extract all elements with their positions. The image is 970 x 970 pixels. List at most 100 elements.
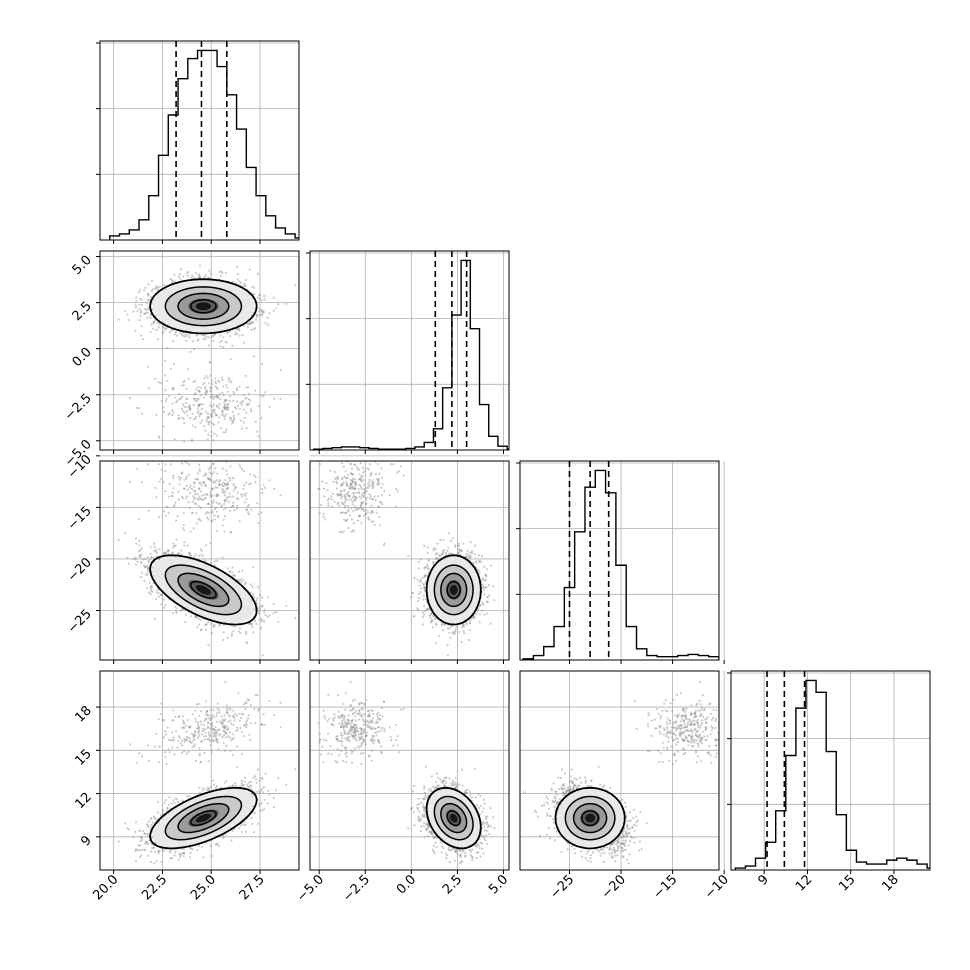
sample-point <box>682 739 685 742</box>
sample-point <box>340 484 343 487</box>
sample-point <box>212 395 215 398</box>
sample-point <box>210 717 213 720</box>
sample-point <box>335 480 338 483</box>
sample-point <box>361 740 364 744</box>
sample-point <box>273 714 276 717</box>
sample-point <box>659 752 662 755</box>
sample-point <box>361 729 364 732</box>
sample-point <box>459 550 462 553</box>
sample-point <box>350 486 353 489</box>
sample-point <box>466 554 469 557</box>
sample-point <box>347 494 350 497</box>
sample-point <box>245 403 248 406</box>
sample-point <box>346 476 349 480</box>
sample-point <box>371 497 374 501</box>
sample-point <box>666 728 669 731</box>
sample-point <box>370 495 373 498</box>
sample-point <box>691 723 694 726</box>
sample-point <box>351 726 354 729</box>
sample-point <box>202 787 205 790</box>
sample-point <box>147 568 150 571</box>
sample-point <box>441 779 444 782</box>
sample-point <box>226 709 229 713</box>
sample-point <box>209 374 212 377</box>
sample-point <box>700 736 703 739</box>
sample-point <box>690 723 693 726</box>
sample-point <box>150 846 154 850</box>
sample-point <box>685 726 688 729</box>
sample-point <box>354 710 357 713</box>
sample-point <box>223 417 226 421</box>
sample-point <box>218 407 221 410</box>
sample-point <box>547 827 550 830</box>
sample-point <box>423 805 426 809</box>
sample-point <box>369 720 372 723</box>
sample-point <box>322 738 326 741</box>
sample-point <box>222 336 225 339</box>
sample-point <box>215 740 218 743</box>
sample-point <box>328 497 331 500</box>
sample-point <box>354 726 357 730</box>
sample-point <box>351 707 354 710</box>
sample-point <box>197 504 200 507</box>
sample-point <box>157 338 160 341</box>
sample-point <box>347 739 350 742</box>
sample-point <box>700 713 703 716</box>
sample-point <box>469 541 472 544</box>
sample-point <box>236 507 239 510</box>
sample-point <box>647 725 650 728</box>
sample-point <box>244 279 247 282</box>
sample-point <box>669 722 672 725</box>
sample-point <box>242 324 246 327</box>
sample-point <box>240 781 243 785</box>
sample-point <box>216 396 219 399</box>
sample-point <box>721 734 723 736</box>
sample-point <box>458 630 461 634</box>
sample-point <box>349 462 352 465</box>
sample-point <box>696 729 700 733</box>
sample-point <box>341 502 344 505</box>
sample-point <box>199 548 202 551</box>
sample-point <box>181 332 184 335</box>
sample-point <box>359 745 363 748</box>
sample-point <box>258 809 262 813</box>
sample-point <box>357 733 361 736</box>
sample-point <box>439 778 442 781</box>
sample-point <box>206 412 210 415</box>
sample-point <box>214 786 217 790</box>
sample-point <box>214 729 217 732</box>
sample-point <box>368 755 371 758</box>
sample-point <box>441 550 445 553</box>
sample-point <box>668 719 672 722</box>
sample-point <box>360 501 363 504</box>
sample-point <box>417 560 420 564</box>
sample-point <box>213 739 216 742</box>
sample-point <box>140 553 143 556</box>
sample-point <box>171 731 174 734</box>
sample-point <box>422 825 425 828</box>
sample-point <box>181 608 184 611</box>
sample-point <box>423 810 426 813</box>
sample-point <box>147 835 150 838</box>
sample-point <box>147 842 150 845</box>
sample-points <box>523 680 723 865</box>
sample-point <box>235 265 239 268</box>
sample-point <box>229 417 232 420</box>
sample-point <box>173 437 176 441</box>
contour-line <box>433 795 474 841</box>
sample-point <box>220 270 223 273</box>
sample-point <box>425 608 428 611</box>
sample-point <box>165 551 168 554</box>
sample-point <box>453 783 456 787</box>
sample-point <box>366 723 369 726</box>
sample-point <box>149 552 152 556</box>
sample-point <box>380 486 383 489</box>
sample-point <box>442 846 445 850</box>
sample-point <box>209 715 212 718</box>
sample-point <box>200 710 203 713</box>
sample-point <box>211 480 215 483</box>
sample-point <box>215 510 218 513</box>
sample-point <box>285 302 288 305</box>
sample-point <box>454 544 457 547</box>
sample-point <box>471 551 474 555</box>
